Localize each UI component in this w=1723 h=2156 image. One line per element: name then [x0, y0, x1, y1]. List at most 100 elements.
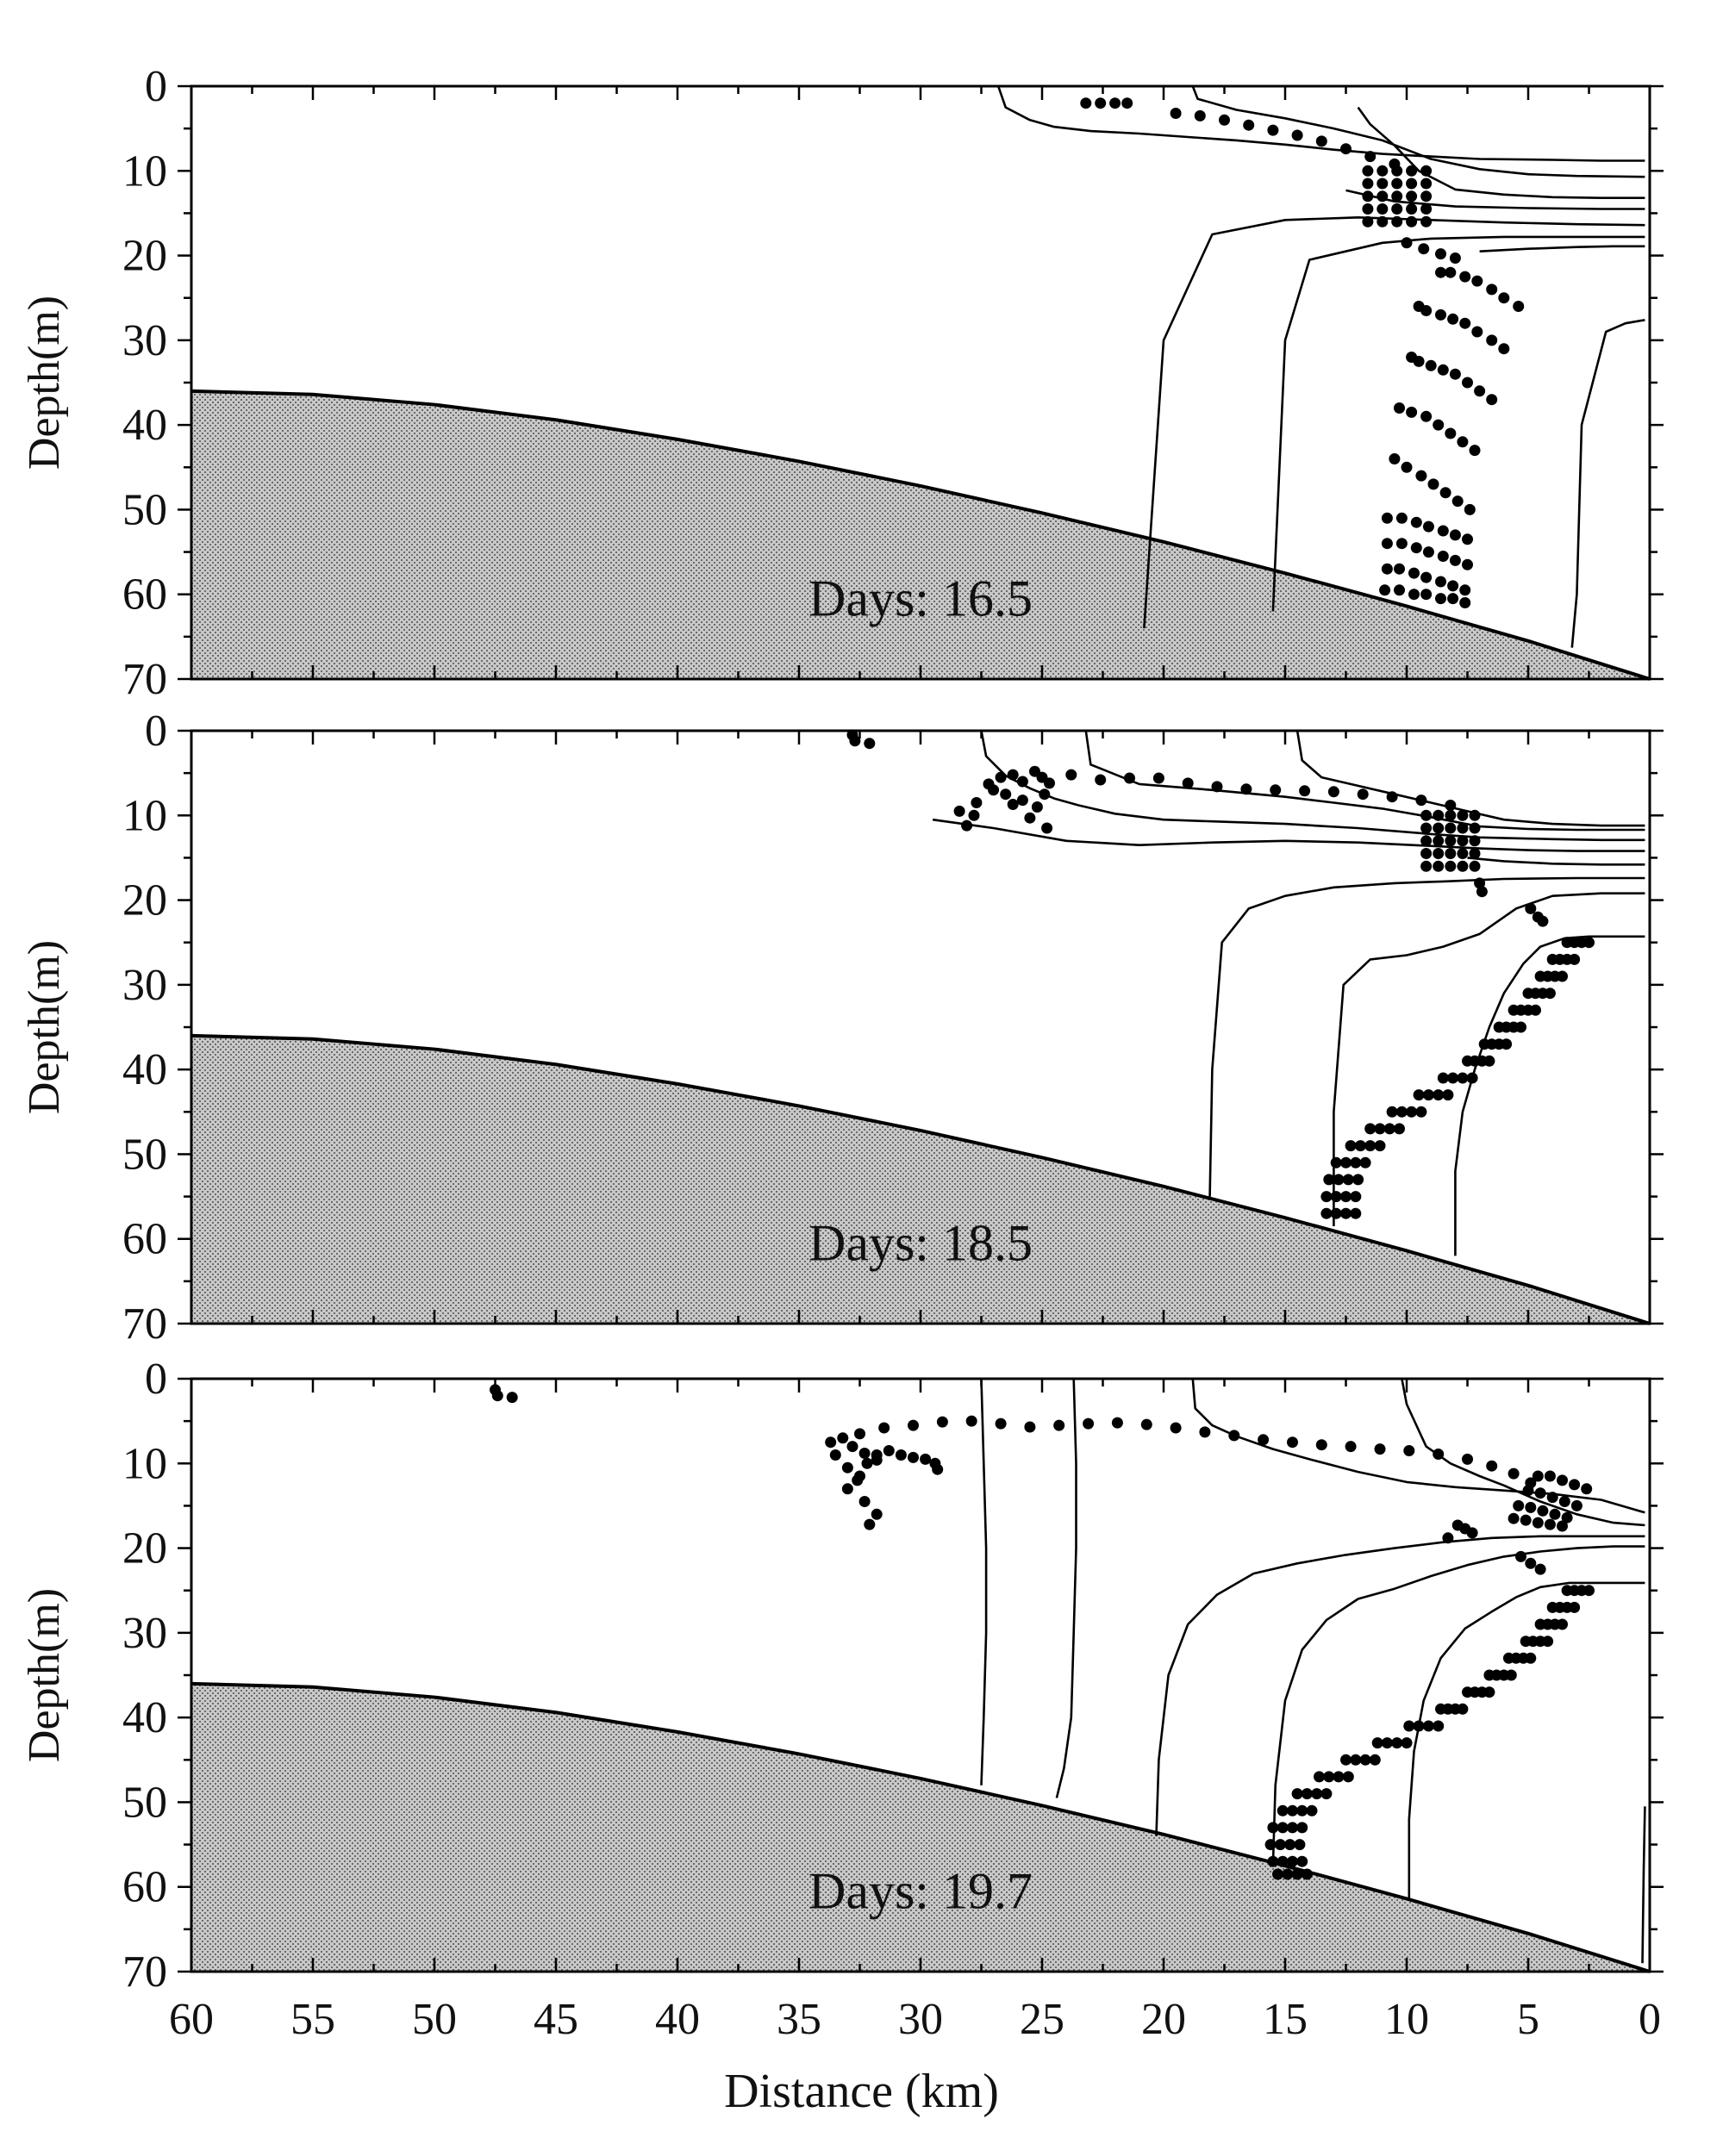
particle-point [1323, 1174, 1335, 1186]
contour-line [1408, 1581, 1645, 1900]
y-tick-label: 70 [122, 1299, 167, 1349]
particle-point [1240, 783, 1252, 795]
particle-point [1449, 368, 1461, 380]
particle-point [1508, 1467, 1520, 1480]
particle-point [1294, 1839, 1306, 1851]
particle-point [1457, 436, 1469, 448]
particle-point [1053, 1419, 1065, 1431]
particle-point [1515, 1021, 1526, 1033]
particle-point [1211, 781, 1223, 793]
particle-point [1420, 305, 1433, 316]
particle-point [1287, 1855, 1298, 1867]
particle-point [1394, 402, 1405, 414]
particle-point [858, 1448, 871, 1459]
particle-point [1330, 1156, 1342, 1168]
particle-point [1435, 308, 1446, 321]
particle-point [1435, 248, 1446, 260]
particle-point [1306, 1804, 1318, 1816]
particle-point [1570, 1499, 1583, 1511]
particle-point [1515, 1550, 1526, 1562]
particle-point [1374, 1140, 1386, 1152]
particle-point [1469, 445, 1481, 457]
particle-point [1277, 1822, 1289, 1834]
particle-point [1362, 178, 1374, 190]
y-tick-label: 50 [122, 1130, 167, 1179]
particle-point [1039, 788, 1051, 801]
contour-line [1191, 1378, 1645, 1514]
particle-point [1140, 1418, 1152, 1430]
particle-point [1403, 1445, 1415, 1456]
particle-point [1583, 937, 1595, 949]
y-tick-label: 0 [145, 1355, 167, 1404]
particle-point [1422, 1720, 1434, 1732]
particle-point [936, 1416, 948, 1428]
particle-point [1345, 1441, 1357, 1453]
particle-point [1323, 1771, 1335, 1783]
particle-point [1569, 1601, 1581, 1613]
days-label: Days: 18.5 [808, 1214, 1033, 1271]
particle-point [1445, 848, 1457, 859]
contour-line [1467, 857, 1645, 866]
particle-point [1277, 1855, 1289, 1867]
particle-point [1501, 1038, 1513, 1050]
particle-point [1320, 1191, 1333, 1203]
particle-point [1391, 178, 1403, 190]
particle-point [1439, 487, 1451, 499]
particle-point [1274, 1839, 1286, 1851]
particle-point [1333, 1771, 1345, 1783]
particle-point [1557, 1474, 1568, 1486]
particle-point [1291, 129, 1303, 141]
particle-point [1525, 902, 1537, 914]
panel-days-16-5: 0 10 20 30 40 50 60 70 Depth(m) Days: 16.5 [20, 62, 1664, 704]
particle-point [1451, 495, 1464, 508]
particle-point [1447, 580, 1459, 592]
particle-point [1557, 1618, 1568, 1630]
particle-point [1522, 1485, 1534, 1497]
x-tick-label: 40 [655, 1995, 700, 2044]
particle-point [1291, 1788, 1303, 1800]
particle-point [1314, 1771, 1325, 1783]
particle-point [1486, 1460, 1498, 1472]
y-tick-label: 30 [122, 1609, 167, 1658]
particle-point [1267, 124, 1279, 136]
particle-point [1340, 1191, 1352, 1203]
particle-point [1007, 799, 1019, 810]
particle-point [1408, 567, 1420, 579]
particle-point [1415, 1106, 1427, 1118]
particle-point [1377, 215, 1389, 227]
x-tick-label: 60 [169, 1995, 214, 2044]
particle-point [1340, 1156, 1352, 1168]
particle-point [1406, 190, 1418, 203]
contour-line [1271, 235, 1645, 612]
particle-point [1464, 503, 1476, 515]
particle-point [1350, 1156, 1362, 1168]
particle-point [1386, 1106, 1398, 1118]
contour-line [1295, 730, 1645, 827]
particle-point [995, 771, 1007, 783]
particle-point [1457, 1072, 1469, 1084]
particle-point [1466, 1527, 1478, 1539]
particle-point [1413, 355, 1425, 367]
particle-point [1381, 538, 1393, 550]
particle-point [1395, 1106, 1408, 1118]
particle-point [829, 1449, 841, 1461]
y-tick-label: 60 [122, 1863, 167, 1912]
particle-point [1083, 1418, 1095, 1430]
particle-point [1406, 203, 1418, 215]
particle-point [1525, 1652, 1537, 1664]
particle-point [1520, 1514, 1532, 1526]
particle-point [1513, 301, 1525, 312]
particle-point [1401, 461, 1413, 473]
particle-point [1000, 788, 1012, 801]
particle-point [1413, 1089, 1425, 1101]
particle-point [1471, 275, 1483, 287]
particle-point [1291, 1868, 1303, 1880]
particle-point [1469, 860, 1481, 872]
x-tick-label: 20 [1141, 1995, 1186, 2044]
particle-point [1362, 190, 1374, 203]
particle-point [1449, 554, 1461, 566]
particle-point [1457, 860, 1469, 872]
particle-point [1410, 516, 1422, 528]
particle-point [1124, 772, 1135, 784]
